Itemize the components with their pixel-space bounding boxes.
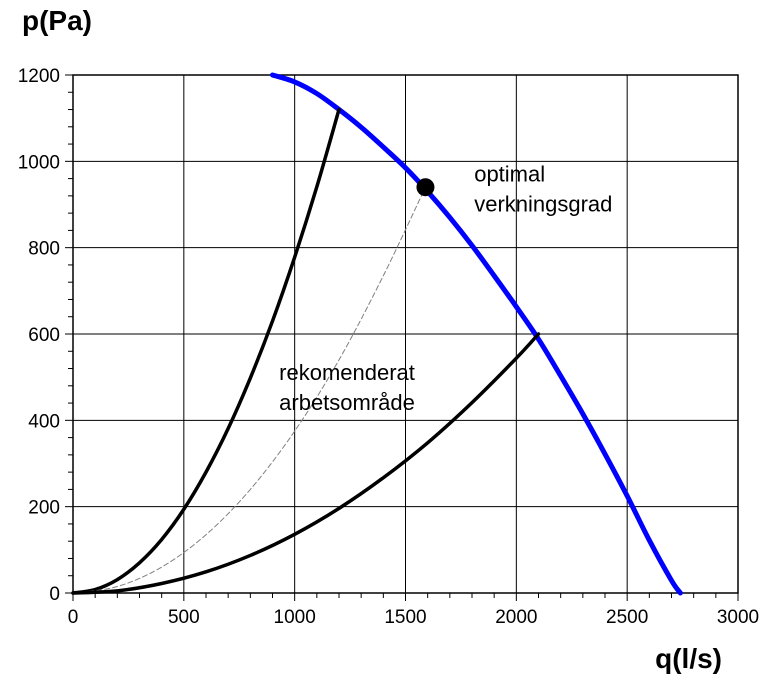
y-tick-label: 200 [28, 498, 60, 519]
y-tick-label: 1000 [18, 152, 60, 173]
y-axis-title: p(Pa) [22, 5, 92, 36]
annotations: optimal verkningsgrad rekomenderat arbetsom… [279, 161, 612, 415]
annotation-1-line-2: verkningsgrad [474, 191, 612, 216]
y-tick-label: 0 [49, 584, 60, 605]
grid-lines [72, 74, 739, 594]
series-line-3 [72, 186, 426, 594]
y-tick-label: 600 [28, 325, 60, 346]
y-tick-label: 400 [28, 411, 60, 432]
y-tick-label: 1200 [18, 66, 60, 87]
axis-ticks [65, 74, 739, 601]
annotation-2-line-1: rekomenderat [279, 360, 415, 385]
series-line-2 [71, 107, 341, 595]
y-tick-label: 800 [28, 239, 60, 260]
series-layer [71, 72, 683, 596]
x-tick-label: 2500 [606, 607, 648, 628]
marker-layer [416, 178, 435, 197]
series-line-4 [71, 332, 541, 595]
x-axis-title: q(l/s) [655, 643, 722, 674]
annotation-2-line-2: arbetsområde [279, 390, 415, 415]
x-tick-label: 1500 [384, 607, 426, 628]
x-tick-label: 3000 [717, 607, 759, 628]
x-tick-label: 500 [168, 607, 200, 628]
optimal-point-marker [416, 178, 435, 197]
annotation-1-line-1: optimal [474, 161, 545, 186]
series-line-1 [270, 72, 683, 596]
x-tick-label: 0 [68, 607, 79, 628]
tick-labels: 0 500 1000 1500 2000 2500 3000 0 200 400 600 800 100… [18, 66, 759, 628]
x-tick-label: 1000 [274, 607, 316, 628]
x-tick-label: 2000 [495, 607, 537, 628]
